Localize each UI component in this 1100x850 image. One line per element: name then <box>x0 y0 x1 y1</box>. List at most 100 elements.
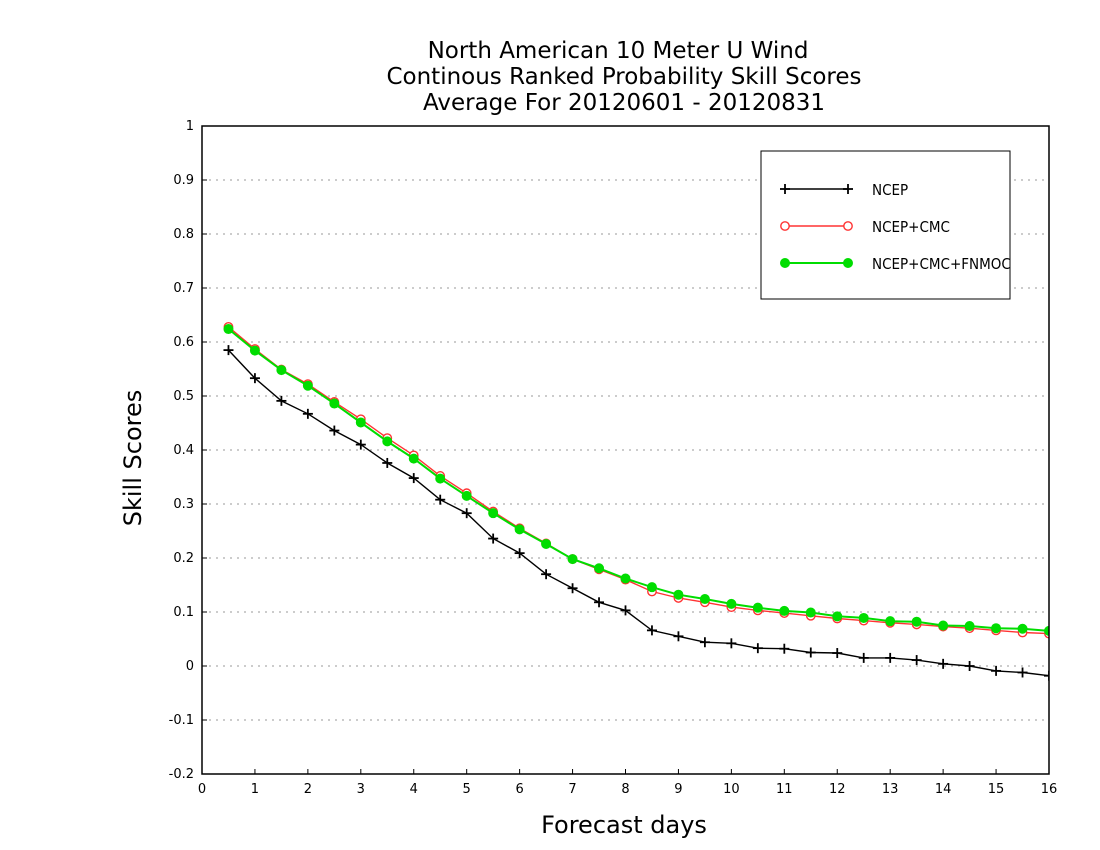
y-tick-label: -0.1 <box>169 713 194 728</box>
data-point <box>911 616 922 627</box>
data-point <box>594 597 605 608</box>
x-tick-label: 12 <box>829 782 846 797</box>
data-point <box>726 598 737 609</box>
data-point <box>1044 625 1049 636</box>
data-point <box>832 648 843 659</box>
data-point <box>1044 670 1049 681</box>
data-point <box>461 508 472 519</box>
data-point <box>329 425 340 436</box>
data-point <box>938 620 949 631</box>
legend-box <box>760 150 1011 300</box>
y-tick-label: 0.9 <box>173 173 194 188</box>
data-point <box>408 453 419 464</box>
x-tick-label: 0 <box>198 782 206 797</box>
data-point <box>355 417 366 428</box>
data-point <box>1017 667 1028 678</box>
data-point <box>461 490 472 501</box>
y-tick-label: 0.2 <box>173 551 194 566</box>
data-point <box>752 602 763 613</box>
data-point <box>964 661 975 671</box>
plot-frame <box>201 125 1050 775</box>
data-point <box>382 457 393 468</box>
legend-label: NCEP <box>872 181 908 199</box>
data-point <box>752 643 763 654</box>
x-tick-label: 10 <box>723 782 740 797</box>
title-line-3: Average For 20120601 - 20120831 <box>423 90 825 116</box>
legend-marker <box>780 221 790 231</box>
x-tick-label: 16 <box>1041 782 1058 797</box>
x-tick-label: 9 <box>674 782 682 797</box>
data-point <box>911 655 922 666</box>
y-tick-label: 0.7 <box>173 281 194 296</box>
data-point <box>594 563 605 574</box>
data-point <box>805 607 816 618</box>
data-point <box>779 643 790 654</box>
x-tick-label: 3 <box>357 782 365 797</box>
y-tick-label: 0.1 <box>173 605 194 620</box>
legend-marker <box>780 258 790 268</box>
data-point <box>805 647 816 658</box>
data-point <box>832 611 843 622</box>
data-point <box>938 658 949 669</box>
x-tick-label: 5 <box>463 782 471 797</box>
chart-title: North American 10 Meter U Wind Continous… <box>386 38 861 116</box>
data-point <box>541 538 552 549</box>
x-tick-label: 8 <box>621 782 629 797</box>
data-point <box>408 473 419 484</box>
series-ncep <box>223 345 1049 681</box>
data-point <box>514 524 525 535</box>
data-point <box>858 612 869 623</box>
y-tick-label: 0.5 <box>173 389 194 404</box>
title-line-1: North American 10 Meter U Wind <box>428 38 809 64</box>
y-tick-label: 0.8 <box>173 227 194 242</box>
y-tick-label: 0.3 <box>173 497 194 512</box>
data-point <box>964 621 975 632</box>
data-point <box>488 508 499 519</box>
data-point <box>223 324 234 335</box>
x-tick-label: 14 <box>935 782 952 797</box>
data-point <box>646 582 657 593</box>
data-point <box>302 380 313 391</box>
data-point <box>514 548 525 559</box>
x-axis-label: Forecast days <box>541 811 707 839</box>
y-tick-label: -0.2 <box>169 767 194 782</box>
legend: NCEP NCEP+CMC NCEP+CMC+FNMOC <box>760 150 1011 300</box>
y-axis-label: Skill Scores <box>119 390 147 527</box>
data-point <box>673 631 684 642</box>
legend-entries: NCEP NCEP+CMC NCEP+CMC+FNMOC <box>780 181 1011 273</box>
axis-ticks: -0.2-0.100.10.20.30.40.50.60.70.80.910 1 2… <box>169 119 1058 797</box>
legend-entry: NCEP+CMC <box>780 218 950 236</box>
x-tick-label: 6 <box>515 782 523 797</box>
y-tick-label: 1 <box>186 119 194 134</box>
data-point <box>355 439 366 450</box>
data-point <box>302 408 313 419</box>
x-tick-label: 11 <box>776 782 793 797</box>
data-point <box>435 473 446 484</box>
data-point <box>620 573 631 584</box>
data-point <box>567 554 578 565</box>
data-point <box>488 533 499 544</box>
data-point <box>382 436 393 447</box>
title-line-2: Continous Ranked Probability Skill Score… <box>386 64 861 90</box>
data-point <box>249 345 260 356</box>
data-point <box>779 605 790 616</box>
data-point <box>699 594 710 605</box>
legend-marker <box>843 258 853 268</box>
x-tick-label: 7 <box>568 782 576 797</box>
data-point <box>223 345 234 356</box>
data-point <box>249 373 260 384</box>
data-point <box>991 665 1002 676</box>
data-point <box>329 398 340 409</box>
x-tick-label: 13 <box>882 782 899 797</box>
data-point <box>858 652 869 663</box>
series-ncep-cmc-fnmoc <box>223 324 1049 636</box>
legend-entry: NCEP+CMC+FNMOC <box>780 255 1011 273</box>
legend-marker <box>843 184 853 194</box>
y-tick-label: 0.6 <box>173 335 194 350</box>
data-point <box>276 395 287 406</box>
data-point <box>646 625 657 636</box>
x-tick-label: 2 <box>304 782 312 797</box>
y-tick-label: 0 <box>186 659 194 674</box>
